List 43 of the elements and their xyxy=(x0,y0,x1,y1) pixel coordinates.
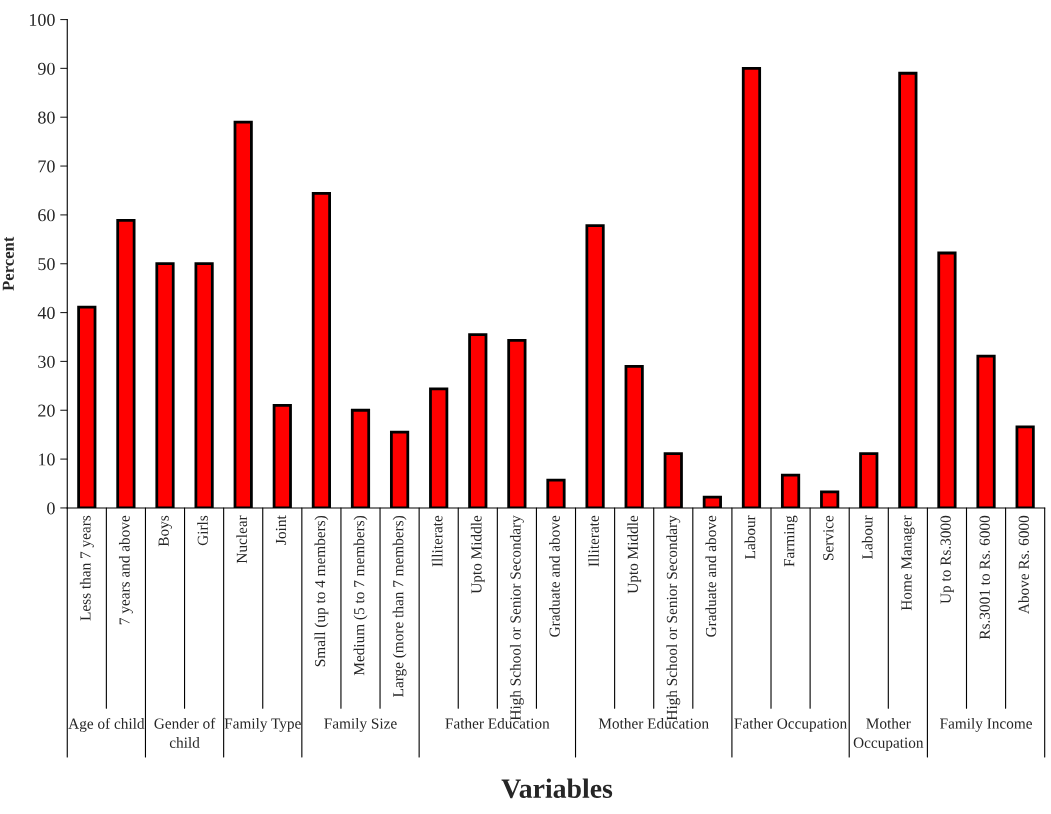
x-tick-label: Less than 7 years xyxy=(79,515,94,621)
x-axis-title: Variables xyxy=(501,778,613,799)
x-tick-label: Above Rs. 6000 xyxy=(1018,515,1030,614)
text: Gender of child xyxy=(154,717,216,748)
x-tick-label: Upto Middle xyxy=(627,515,642,594)
x-tick-label: Up to Rs.3000 xyxy=(940,515,954,604)
x-tick-label: Joint xyxy=(275,515,287,545)
x-tick-label: Large (more than 7 members) xyxy=(392,515,407,697)
x-tick-label: Boys xyxy=(158,515,172,547)
text: Family Type xyxy=(224,717,301,732)
x-tick-label: Illiterate xyxy=(431,515,443,567)
x-tick-label: 7 years and above xyxy=(118,515,133,625)
y-tick-label: 90 xyxy=(37,62,55,75)
x-tick-label: Illiterate xyxy=(588,515,599,567)
text: Family Size xyxy=(324,717,397,732)
y-tick-label: 0 xyxy=(47,502,55,515)
text: Family Income xyxy=(940,717,1032,732)
x-tick-label: Nuclear xyxy=(236,515,248,564)
x-tick-label: Small (up to 4 members) xyxy=(314,515,329,667)
text: Age of child xyxy=(68,717,145,732)
x-tick-label: Labour xyxy=(744,515,756,559)
y-tick-label: 30 xyxy=(38,355,55,368)
y-tick-label: 20 xyxy=(38,404,55,417)
x-tick-label: Upto Middle xyxy=(470,515,485,594)
y-axis-title: Percent xyxy=(2,236,14,291)
text: Father Occupation xyxy=(734,717,847,732)
y-tick-label: 100 xyxy=(29,13,55,26)
x-tick-label: Graduate and above xyxy=(549,515,560,637)
x-tick-label: Medium (5 to 7 members) xyxy=(353,515,368,676)
y-tick-label: 70 xyxy=(38,160,55,173)
y-tick-label: 40 xyxy=(37,306,55,320)
x-tick-label: Graduate and above xyxy=(705,515,717,637)
x-tick-label: Service xyxy=(823,515,834,561)
x-tick-label: Girls xyxy=(197,515,208,546)
x-tick-label: Rs.3001 to Rs. 6000 xyxy=(979,515,990,640)
x-tick-label: Labour xyxy=(861,515,873,559)
text: Mother Occupation xyxy=(853,717,924,751)
x-tick-label: Home Manager xyxy=(901,515,915,611)
y-tick-label: 60 xyxy=(38,209,55,222)
x-tick-label: Farming xyxy=(784,515,798,567)
y-tick-label: 50 xyxy=(38,257,55,271)
y-tick-label: 10 xyxy=(38,453,55,466)
y-tick-label: 80 xyxy=(38,111,55,124)
